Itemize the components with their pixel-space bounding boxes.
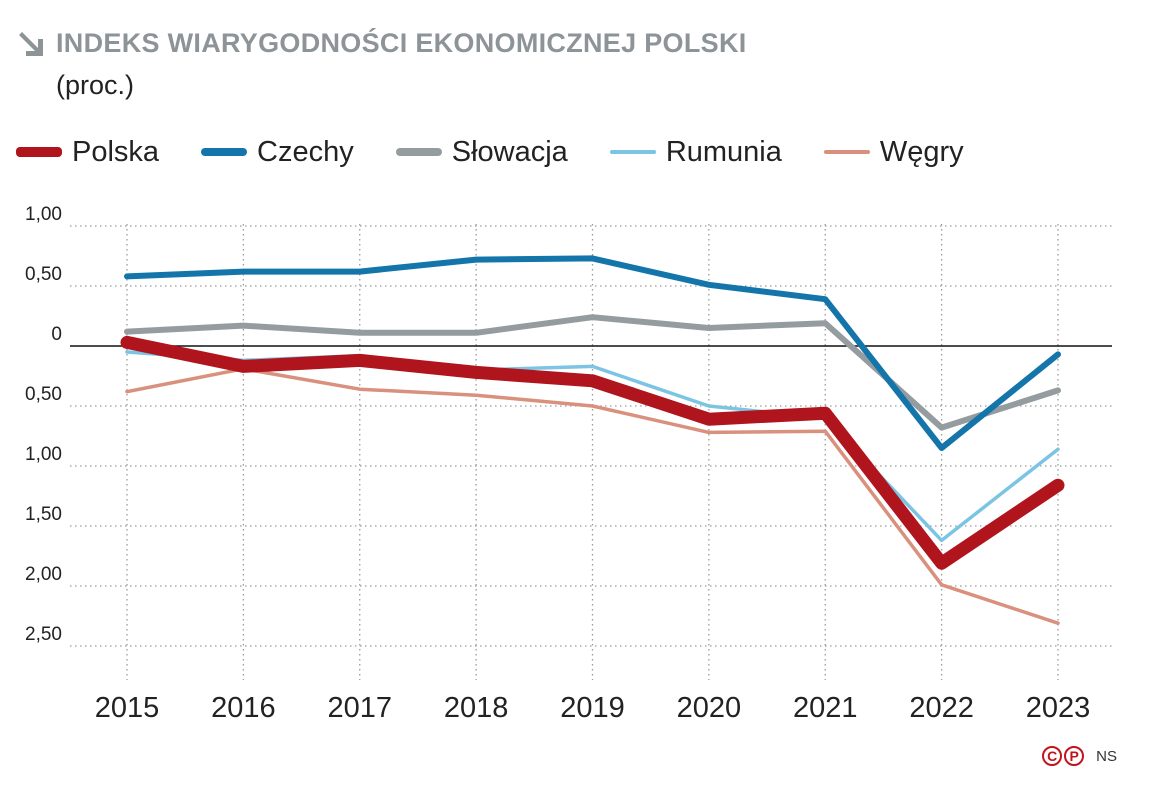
chart-title: INDEKS WIARYGODNOŚCI EKONOMICZNEJ POLSKI — [56, 28, 747, 58]
series-line-Słowacja — [124, 314, 1061, 431]
legend-item-Czechy: Czechy — [201, 136, 354, 169]
arrow-down-right-icon — [19, 31, 43, 56]
legend-label: Rumunia — [665, 135, 782, 168]
y-tick-label: 1,00 — [25, 444, 62, 465]
x-tick-label: 2017 — [327, 692, 392, 724]
x-tick-label: 2023 — [1026, 692, 1091, 724]
y-tick-label: 2,50 — [25, 624, 62, 645]
legend-item-Słowacja: Słowacja — [395, 135, 568, 169]
legend-item-Węgry: Węgry — [823, 135, 964, 169]
legend-swatch — [201, 148, 248, 156]
legend-label: Słowacja — [451, 135, 568, 168]
legend-item-Polska: Polska — [16, 136, 159, 169]
y-tick-label: 1,50 — [25, 504, 62, 525]
x-tick-label: 2020 — [677, 692, 742, 724]
y-tick-label: 2,00 — [25, 564, 62, 585]
series-line-Polska — [120, 335, 1065, 570]
series-line-Węgry — [125, 367, 1060, 625]
x-tick-label: 2022 — [909, 692, 974, 724]
legend-label: Czechy — [257, 135, 354, 168]
legend: Polska Czechy Słowacja Rumunia Węgry — [16, 132, 1006, 172]
x-tick-label: 2021 — [793, 692, 858, 724]
legend-label: Polska — [72, 135, 160, 168]
series-line-Czechy — [124, 255, 1061, 451]
footer: C P NS — [1042, 746, 1117, 766]
legend-swatch — [609, 150, 656, 154]
legend-swatch — [16, 147, 62, 157]
x-tick-label: 2018 — [444, 692, 509, 724]
x-tick-label: 2019 — [560, 692, 625, 724]
y-tick-label: 0 — [51, 324, 62, 345]
legend-item-Rumunia: Rumunia — [609, 135, 782, 169]
legend-swatch — [395, 148, 442, 156]
y-tick-label: 0,50 — [25, 384, 62, 405]
title-row: INDEKS WIARYGODNOŚCI EKONOMICZNEJ POLSKI — [16, 28, 747, 59]
x-tick-label: 2015 — [95, 692, 160, 724]
y-tick-label: 1,00 — [25, 204, 62, 225]
legend-label: Węgry — [879, 135, 964, 168]
logo-c-icon: C — [1042, 746, 1063, 766]
author-initials: NS — [1096, 747, 1117, 765]
chart-subtitle: (proc.) — [56, 70, 135, 100]
y-tick-label: 0,50 — [25, 264, 62, 285]
legend-swatch — [823, 150, 870, 154]
logo-p-icon: P — [1064, 746, 1085, 766]
x-tick-label: 2016 — [211, 692, 276, 724]
